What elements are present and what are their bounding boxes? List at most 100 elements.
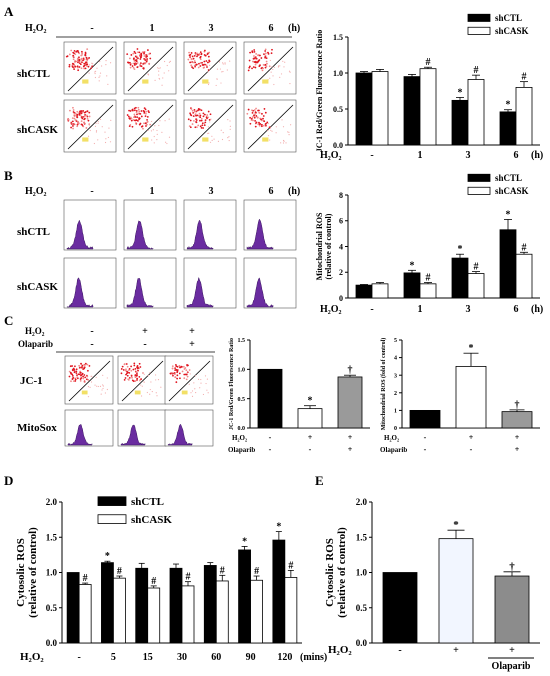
dot: [288, 134, 290, 136]
dot: [95, 376, 97, 378]
dot: [132, 368, 135, 371]
panel-B-h2o2-label: H₂O₂: [25, 186, 47, 197]
dot: [199, 114, 202, 117]
dot: [147, 374, 150, 377]
plot-frame: [117, 409, 167, 447]
y-axis-label: Mitochondrial ROS (fold of control): [380, 338, 387, 431]
dot: [86, 375, 89, 378]
row1-sign: +: [308, 433, 313, 442]
dot: [194, 52, 197, 54]
dot: [86, 63, 89, 66]
dot: [261, 69, 264, 72]
dot: [137, 57, 139, 60]
dot: [142, 127, 144, 130]
chart-D: 0.0 0.5 1.0 1.5 2.0 Cytosolic ROS(relative of…: [15, 496, 327, 663]
plot-frame: [243, 257, 297, 309]
dot: [82, 368, 85, 370]
dot: [279, 76, 281, 78]
dot: [254, 63, 257, 66]
dot: [139, 62, 142, 65]
y-axis-label-line: Cytosolic ROS: [324, 538, 336, 607]
dot: [84, 51, 87, 54]
dot: [164, 120, 166, 122]
dot: [220, 129, 222, 131]
dot: [206, 114, 209, 116]
dot: [130, 369, 133, 372]
y-tick-label: 1.0: [238, 367, 246, 373]
dot: [267, 129, 269, 132]
dot: [249, 51, 251, 54]
dot: [168, 70, 170, 72]
x-tick-label: +: [453, 645, 459, 656]
dot: [268, 126, 271, 129]
dot: [101, 384, 104, 386]
dot: [75, 372, 78, 374]
dot: [80, 377, 83, 379]
dot: [135, 111, 138, 114]
dot: [203, 122, 205, 125]
dot: [126, 372, 128, 375]
panel-A-treat-0: -: [90, 23, 93, 34]
dot: [188, 383, 190, 385]
legend-swatch: [97, 514, 127, 524]
dot: [134, 374, 137, 376]
dot: [185, 369, 188, 372]
panel-B-row-label-shCTL: shCTL: [17, 226, 50, 238]
dot: [73, 371, 76, 374]
dot: [208, 68, 210, 70]
significance-mark: †: [509, 561, 515, 573]
dot: [154, 79, 156, 81]
dot: [189, 112, 192, 115]
y-tick-label: 1.0: [333, 69, 343, 78]
chart-E: 0.0 0.5 1.0 1.5 2.0 Cytosolic ROS(relative of…: [324, 497, 540, 672]
dot: [264, 63, 267, 66]
dot: [104, 131, 106, 133]
dot: [264, 54, 267, 57]
significance-mark: *: [506, 209, 511, 220]
dot: [222, 63, 224, 65]
dot: [72, 127, 74, 130]
dot: [149, 123, 152, 126]
dot: [123, 363, 126, 366]
dot: [73, 49, 76, 52]
dot: [257, 109, 259, 112]
dot: [179, 366, 181, 369]
dot: [229, 60, 231, 62]
dot: [255, 53, 258, 55]
dot: [264, 111, 267, 114]
gate-line: [187, 104, 234, 150]
gate-line: [67, 104, 114, 150]
dot: [71, 123, 73, 125]
dot: [84, 61, 87, 64]
dot: [279, 65, 281, 67]
dot: [150, 130, 153, 132]
dot: [224, 63, 226, 65]
dot: [145, 54, 148, 56]
dot: [280, 73, 283, 75]
dot: [74, 65, 77, 68]
dot: [101, 389, 103, 391]
dot: [132, 52, 135, 55]
dot: [193, 119, 195, 122]
dot: [194, 388, 196, 390]
dot: [162, 77, 164, 79]
panel-A-h2o2-label: H₂O₂: [25, 23, 47, 34]
dot: [271, 130, 273, 132]
dot: [136, 116, 139, 119]
dot-plot: [123, 41, 177, 95]
panel-letter-B: B: [4, 168, 13, 183]
dot: [218, 61, 221, 63]
dot: [207, 55, 210, 58]
dot: [190, 392, 192, 394]
chart-C1: 0.0 0.5 1.0 1.5JC-1 Red/Green Fluorescence …: [228, 338, 370, 454]
dot: [134, 375, 137, 378]
dot: [79, 110, 82, 113]
y-axis-label-line: Cytosolic ROS: [15, 538, 27, 607]
dot: [140, 110, 143, 112]
dot: [139, 58, 142, 60]
plot-frame: [63, 99, 117, 153]
dot: [140, 395, 143, 397]
dot: [140, 56, 142, 59]
significance-mark: #: [83, 573, 88, 584]
dot: [290, 124, 292, 126]
